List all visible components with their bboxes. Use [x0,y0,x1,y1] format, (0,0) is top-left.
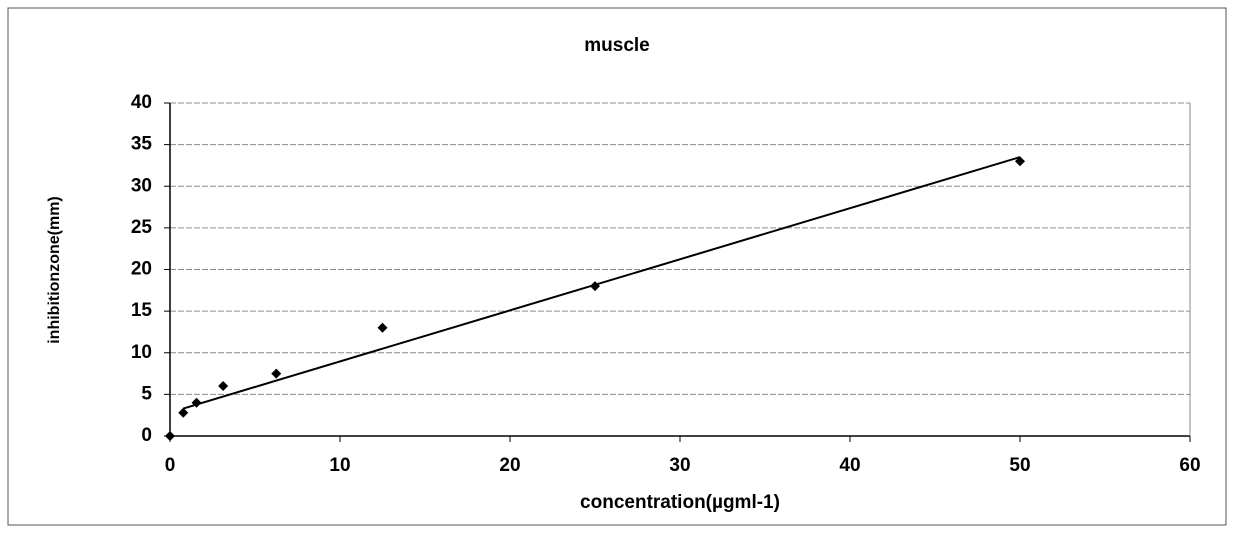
x-tick-label: 30 [669,455,690,476]
y-tick-label: 0 [141,425,152,446]
chart-title: muscle [584,35,649,56]
x-axis-label: concentration(µgml-1) [580,492,780,513]
chart-border [7,7,1227,526]
y-tick-label: 25 [131,217,153,238]
data-point [590,281,600,292]
x-tick-label: 50 [1009,455,1030,476]
y-tick-label: 35 [131,134,153,155]
data-point [1015,156,1025,167]
y-tick-label: 40 [131,92,152,113]
x-tick-label: 40 [839,455,860,476]
trendline [182,156,1021,410]
y-tick-label: 5 [141,383,152,404]
x-tick-label: 10 [329,455,350,476]
y-tick-label: 20 [131,259,152,280]
y-tick-label: 15 [131,300,153,321]
data-point [165,431,175,441]
y-axis-label: inhibitionzone(mm) [46,196,63,344]
x-tick-label: 60 [1179,455,1200,476]
data-point [191,397,202,408]
y-tick-label: 30 [131,175,152,196]
data-point [377,322,388,333]
data-point [271,368,282,379]
y-tick-label: 10 [131,342,152,363]
data-point [178,407,189,418]
x-tick-label: 20 [499,455,520,476]
x-tick-label: 0 [165,455,176,476]
data-point [218,381,229,392]
